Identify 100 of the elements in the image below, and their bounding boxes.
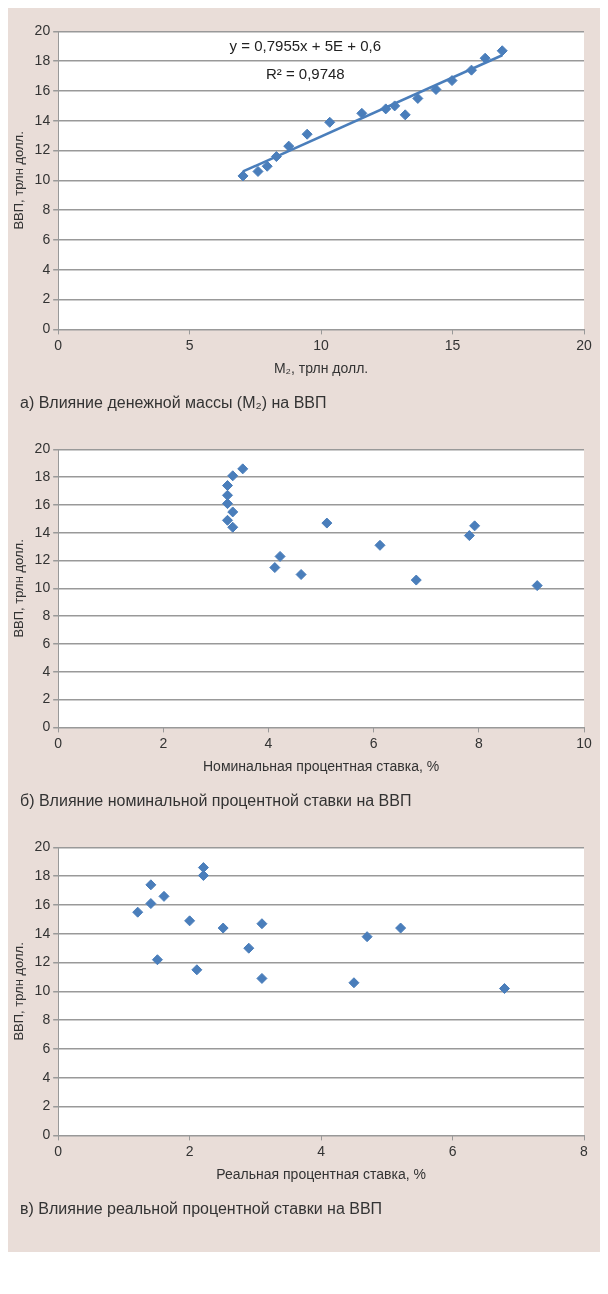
point <box>227 521 239 533</box>
y-tick-label: 10 <box>34 171 51 188</box>
text: в) Влияние реальной процентной ставки на ВВП <box>19 1199 384 1219</box>
x-tick-label: 2 <box>185 1142 194 1159</box>
point <box>261 160 273 172</box>
point <box>356 107 368 119</box>
y-tick-label: 0 <box>42 1126 51 1143</box>
x-tick-label: 4 <box>317 1142 326 1159</box>
point <box>221 514 233 526</box>
point <box>145 879 157 891</box>
point <box>295 569 307 580</box>
point <box>498 983 510 995</box>
y-tick-label: 20 <box>34 838 51 855</box>
y-tick-label: 8 <box>42 607 51 624</box>
point <box>380 103 392 115</box>
x-axis-title: Реальная процентная ставка, % <box>216 1166 426 1183</box>
x-tick-label: 10 <box>313 336 330 353</box>
x-tick-label: 0 <box>54 734 63 751</box>
point <box>217 922 229 934</box>
point <box>243 942 255 954</box>
point <box>221 498 233 510</box>
point <box>151 954 163 966</box>
annotation: y = 0,7955x + 5E + 0,6 <box>229 36 381 54</box>
y-tick-label: 20 <box>34 440 51 457</box>
y-axis-title: ВВП, трлн долл. <box>11 539 27 638</box>
y-tick-label: 16 <box>34 81 51 98</box>
point <box>389 100 401 112</box>
y-tick-label: 12 <box>34 551 51 568</box>
x-axis-title: M₂, трлн долл. <box>273 360 369 377</box>
y-tick-label: 18 <box>34 468 51 485</box>
point <box>270 151 282 163</box>
y-tick-label: 10 <box>34 982 51 999</box>
point <box>283 140 295 152</box>
annotation: R² = 0,9748 <box>265 64 345 82</box>
text: а) Влияние денежной массы (M₂) на ВВП <box>19 393 328 413</box>
y-tick-label: 4 <box>42 662 51 679</box>
x-tick-label: 8 <box>474 734 483 751</box>
y-tick-label: 8 <box>42 201 51 218</box>
point <box>256 972 268 984</box>
point <box>410 574 422 586</box>
point <box>348 977 360 989</box>
point <box>221 480 233 492</box>
y-tick-label: 6 <box>42 1039 51 1056</box>
x-axis-title: Номинальная процентная ставка, % <box>203 758 440 775</box>
y-tick-label: 12 <box>34 953 51 970</box>
x-tick-label: 8 <box>580 1142 589 1159</box>
x-tick-label: 10 <box>576 734 592 751</box>
y-tick-label: 4 <box>42 1068 51 1085</box>
point <box>399 109 411 121</box>
y-tick-label: 4 <box>42 260 51 277</box>
x-tick-label: 5 <box>185 336 194 353</box>
x-tick-label: 2 <box>159 734 168 751</box>
x-tick-label: 0 <box>54 1142 63 1159</box>
point <box>191 964 203 976</box>
x-tick-label: 0 <box>54 336 63 353</box>
y-tick-label: 0 <box>42 320 51 337</box>
y-tick-label: 6 <box>42 230 51 247</box>
point <box>361 931 373 943</box>
point <box>446 75 458 87</box>
point <box>158 890 170 902</box>
point <box>324 116 336 128</box>
y-tick-label: 10 <box>34 579 51 596</box>
point <box>274 550 286 562</box>
y-tick-label: 12 <box>34 141 51 158</box>
point <box>256 918 268 930</box>
point <box>221 489 233 501</box>
y-tick-label: 2 <box>42 690 51 707</box>
point <box>463 530 475 542</box>
point <box>430 84 442 96</box>
point <box>395 922 407 934</box>
y-axis-title: ВВП, трлн долл. <box>11 942 27 1041</box>
y-tick-label: 16 <box>34 495 51 512</box>
y-axis-title: ВВП, трлн долл. <box>11 131 27 230</box>
y-tick-label: 18 <box>34 52 51 69</box>
point <box>237 463 249 475</box>
x-tick-label: 4 <box>264 734 273 751</box>
point <box>227 506 239 518</box>
y-tick-label: 2 <box>42 290 51 307</box>
y-tick-label: 20 <box>34 22 51 39</box>
point <box>374 539 386 551</box>
point <box>252 165 264 177</box>
y-tick-label: 14 <box>34 523 51 540</box>
point <box>184 915 196 927</box>
point <box>321 517 333 529</box>
y-tick-label: 0 <box>42 718 51 735</box>
y-tick-label: 18 <box>34 867 51 884</box>
point <box>496 45 508 57</box>
point <box>145 898 157 910</box>
point <box>301 128 313 140</box>
point <box>237 170 249 182</box>
y-tick-label: 14 <box>34 111 51 128</box>
point <box>132 906 144 918</box>
point <box>469 520 481 532</box>
y-tick-label: 8 <box>42 1011 51 1028</box>
x-tick-label: 6 <box>448 1142 457 1159</box>
text: б) Влияние номинальной процентной ставки на ВВП <box>19 791 413 811</box>
point <box>227 470 239 482</box>
y-tick-label: 6 <box>42 634 51 651</box>
x-tick-label: 6 <box>369 734 378 751</box>
x-tick-label: 15 <box>444 336 461 353</box>
